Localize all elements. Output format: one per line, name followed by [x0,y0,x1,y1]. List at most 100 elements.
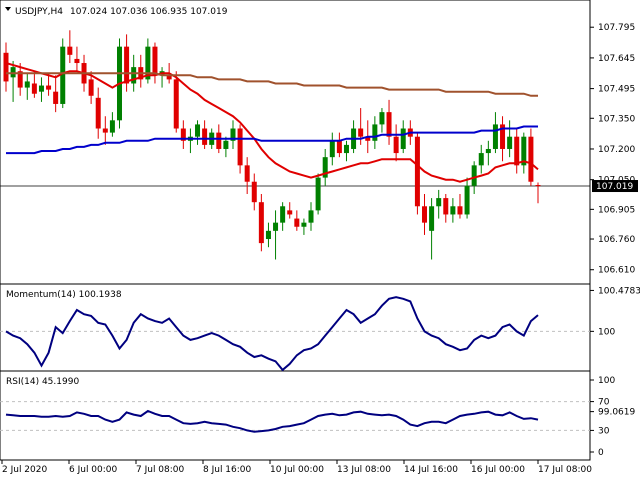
candle-body [74,58,80,64]
price-tick-label: 106.760 [598,235,635,245]
candle-body [322,157,328,178]
price-tick-label: 107.795 [598,23,635,33]
candles-layer [3,30,541,260]
candle-body [60,46,66,104]
candle-body [202,128,208,145]
price-tick-label: 107.350 [598,114,635,124]
candle-body [436,198,442,207]
candle-body [492,124,498,149]
symbol-label: USDJPY,H4 [15,7,63,17]
momentum-title: Momentum(14) 100.1938 [6,290,122,300]
candle-body [358,128,364,137]
candle-body [329,140,335,158]
candle-body [280,206,286,223]
candle-body [478,153,484,166]
candle-body [500,124,506,149]
ohlc-readout: 107.024 107.036 106.935 107.019 [70,7,228,17]
candle-body [10,67,16,78]
candle-body [38,85,44,92]
candle-body [485,148,491,154]
candle-body [102,128,108,133]
candle-body [514,136,520,166]
time-tick-label: 14 Jul 16:00 [404,465,458,475]
candle-body [67,46,73,55]
candle-body [223,140,229,149]
candle-body [24,81,30,88]
candle-body [273,222,279,231]
rsi-layer [5,409,539,433]
candle-body [95,97,101,129]
candle-body [372,124,378,141]
candle-body [31,83,37,94]
candle-body [414,136,420,207]
candle-body [343,144,349,154]
candle-body [53,91,59,104]
candle-body [109,120,115,133]
time-tick-label: 10 Jul 00:00 [270,465,324,475]
candle-body [237,128,243,166]
candle-body [216,132,222,149]
candle-body [251,181,257,203]
momentum-tick-label: 100 [598,327,615,337]
candle-body [507,136,513,149]
moving-average-line-ma-fast [5,62,539,183]
candle-body [457,206,463,215]
candle-body [301,222,307,227]
candle-body [166,75,172,80]
candle-body [173,79,179,129]
candle-body [315,177,321,211]
candle-body [258,202,264,244]
candle-body [422,206,428,223]
candle-body [244,165,250,182]
candle-body [450,206,456,215]
candle-body [443,198,449,215]
candle-body [471,165,477,186]
moving-average-line-ma-slow [6,72,538,97]
momentum-tick-label: 100.4783 [598,286,640,296]
time-tick-label: 17 Jul 08:00 [538,465,592,475]
time-tick-label: 6 Jul 00:00 [69,465,118,475]
candle-body [152,46,158,76]
candle-body [393,136,399,154]
moving-averages-layer [5,62,539,183]
candle-body [308,210,314,223]
axis-layer: 107.795 107.645 107.495 107.350 107.200 107.0… [1,23,640,475]
price-tick-label: 107.645 [598,54,635,64]
candle-body [180,128,186,141]
candle-body [145,46,151,80]
candle-body [294,218,300,227]
current-price-box [592,180,638,193]
candle-body [535,184,541,187]
candle-body [287,210,293,215]
time-tick-label: 2 Jul 2020 [2,465,47,475]
candle-body [400,128,406,149]
candle-body [17,71,23,88]
grid-layer [0,185,590,431]
candle-body [46,85,52,90]
time-tick-label: 8 Jul 16:00 [203,465,252,475]
current-price-label: 107.019 [596,182,633,192]
candle-body [365,136,371,141]
rsi-line [5,409,539,433]
candle-body [464,185,470,215]
candle-body [521,136,527,166]
time-tick-label: 13 Jul 08:00 [337,465,391,475]
candle-body [379,112,385,125]
candle-body [429,206,435,231]
candle-body [528,136,534,182]
rsi-panel-frame [0,370,591,461]
rsi-tick-label: 30 [598,426,610,436]
rsi-title: RSI(14) 45.1990 [6,377,79,387]
symbol-dropdown-icon[interactable] [5,7,11,11]
candle-body [3,52,9,82]
momentum-tick-label: 99.0619 [598,408,635,418]
price-tick-label: 106.610 [598,266,635,276]
candle-body [265,230,271,240]
momentum-layer [5,296,539,372]
candle-body [336,140,342,154]
price-tick-label: 107.495 [598,85,635,95]
rsi-tick-label: 70 [598,398,610,408]
momentum-line [5,296,539,372]
